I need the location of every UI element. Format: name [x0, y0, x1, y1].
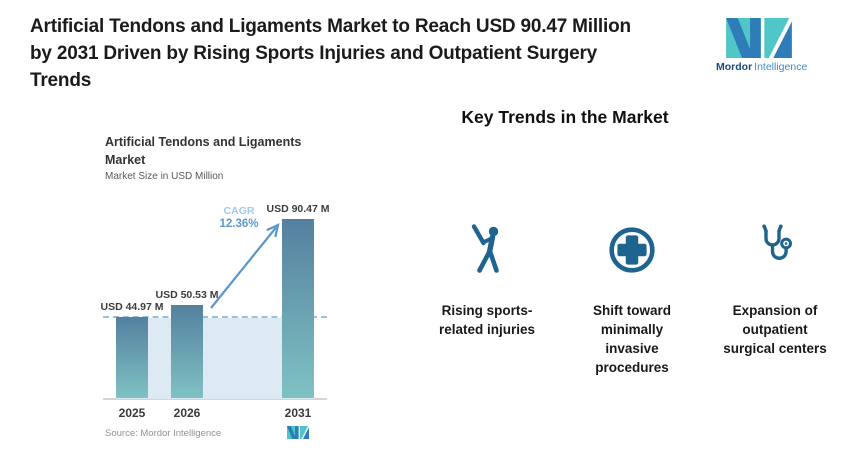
chart-title-line: Market — [105, 153, 146, 167]
bar-2025 — [116, 317, 148, 398]
bar-value-label: USD 44.97 M — [100, 301, 164, 313]
trend-label: Expansion of outpatient surgical centers — [723, 303, 827, 356]
stethoscope-icon — [762, 224, 792, 260]
bar-value-label: USD 90.47 M — [266, 203, 330, 215]
plot-area: USD 44.97 M USD 50.53 M USD 90.47 M CAGR 1… — [100, 203, 330, 400]
bar-2031 — [282, 219, 314, 398]
cagr-label: CAGR — [223, 205, 255, 217]
brand-name-primary: Mordor — [716, 61, 753, 73]
x-tick-label: 2031 — [284, 406, 312, 420]
trend-item-sports-injuries: Rising sports-related injuries — [412, 217, 562, 339]
baseline-dashed-line — [103, 316, 327, 318]
chart-subtitle: Market Size in USD Million — [105, 171, 224, 182]
bar-2026 — [171, 305, 203, 398]
chart-title-line: Artificial Tendons and Ligaments — [105, 135, 302, 149]
x-tick-label: 2026 — [173, 406, 201, 420]
chart-title: Artificial Tendons and Ligaments Market — [105, 133, 301, 169]
brand-logo: Mordor Intelligence — [716, 18, 807, 73]
page-title-line: by 2031 Driven by Rising Sports Injuries… — [30, 43, 598, 64]
mordor-logo-mark-icon — [726, 18, 792, 58]
trend-item-outpatient-centers: Expansion of outpatient surgical centers — [700, 217, 850, 358]
brand-name-secondary: Intelligence — [754, 61, 808, 73]
medical-cross-circle-icon — [609, 227, 655, 273]
trend-label: Shift toward minimally invasive procedur… — [593, 303, 671, 375]
chart-source: Source: Mordor Intelligence — [105, 428, 222, 439]
mordor-logo-mark-small-icon — [287, 426, 309, 440]
page-title-line: Artificial Tendons and Ligaments Market … — [30, 16, 631, 37]
brand-name: Mordor Intelligence — [716, 61, 807, 73]
key-trends-heading: Key Trends in the Market — [461, 107, 669, 127]
trend-label: Rising sports-related injuries — [438, 303, 536, 337]
bar-value-label: USD 50.53 M — [155, 289, 219, 301]
page-title-line: Trends — [30, 70, 92, 91]
trend-item-minimally-invasive: Shift toward minimally invasive procedur… — [557, 217, 707, 377]
x-axis-labels: 2025 2026 2031 — [103, 406, 327, 422]
baseline-band — [116, 318, 314, 399]
baseball-player-icon — [471, 224, 499, 273]
cagr-value: 12.36% — [219, 218, 259, 230]
x-tick-label: 2025 — [118, 406, 146, 420]
page-title: Artificial Tendons and Ligaments Market … — [30, 13, 631, 94]
